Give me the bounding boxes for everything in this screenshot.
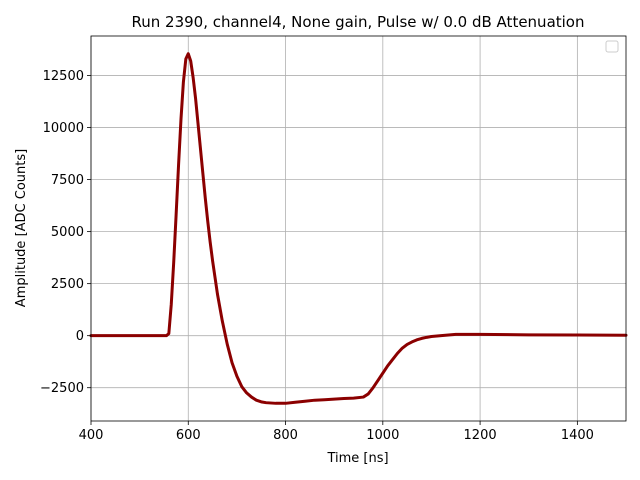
y-tick-label: −2500 bbox=[40, 381, 84, 396]
x-tick-label: 400 bbox=[79, 428, 104, 443]
x-axis-label: Time [ns] bbox=[326, 451, 388, 466]
x-tick-label: 1000 bbox=[366, 428, 399, 443]
axes: 400 600 800 1000 1200 1400 −2500 0 2500 5000 7500 1… bbox=[40, 35, 627, 443]
y-tick-label: 10000 bbox=[43, 121, 84, 136]
x-tick-label: 1200 bbox=[464, 428, 497, 443]
x-tick-label: 800 bbox=[273, 428, 298, 443]
y-tick-label: 2500 bbox=[51, 277, 84, 292]
chart-title: Run 2390, channel4, None gain, Pulse w/ … bbox=[132, 13, 585, 31]
x-tick-label: 1400 bbox=[561, 428, 594, 443]
series-line bbox=[89, 52, 628, 405]
y-tick-label: 7500 bbox=[51, 173, 84, 188]
axes-frame bbox=[90, 35, 627, 422]
legend-box bbox=[605, 40, 619, 53]
x-tick-label: 600 bbox=[176, 428, 201, 443]
y-axis-label: Amplitude [ADC Counts] bbox=[14, 149, 29, 307]
y-tick-label: 5000 bbox=[51, 225, 84, 240]
y-tick-label: 12500 bbox=[43, 69, 84, 84]
plot-area bbox=[89, 52, 628, 405]
y-tick-label: 0 bbox=[76, 329, 84, 344]
